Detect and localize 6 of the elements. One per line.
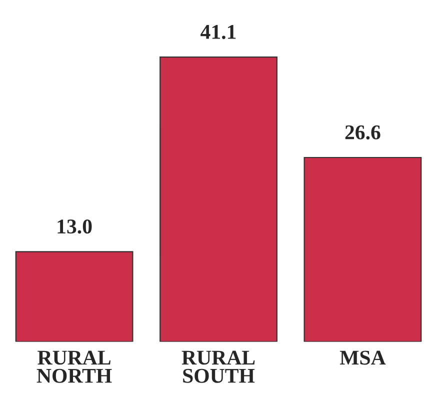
data-label: 41.1 xyxy=(200,25,236,40)
data-label: 26.6 xyxy=(345,125,380,140)
data-label: 13.0 xyxy=(58,220,92,234)
x-tick-label: RURAL NORTH xyxy=(36,350,112,383)
x-tick-label: MSA xyxy=(340,350,386,365)
x-tick-label: RURAL SOUTH xyxy=(182,350,255,383)
